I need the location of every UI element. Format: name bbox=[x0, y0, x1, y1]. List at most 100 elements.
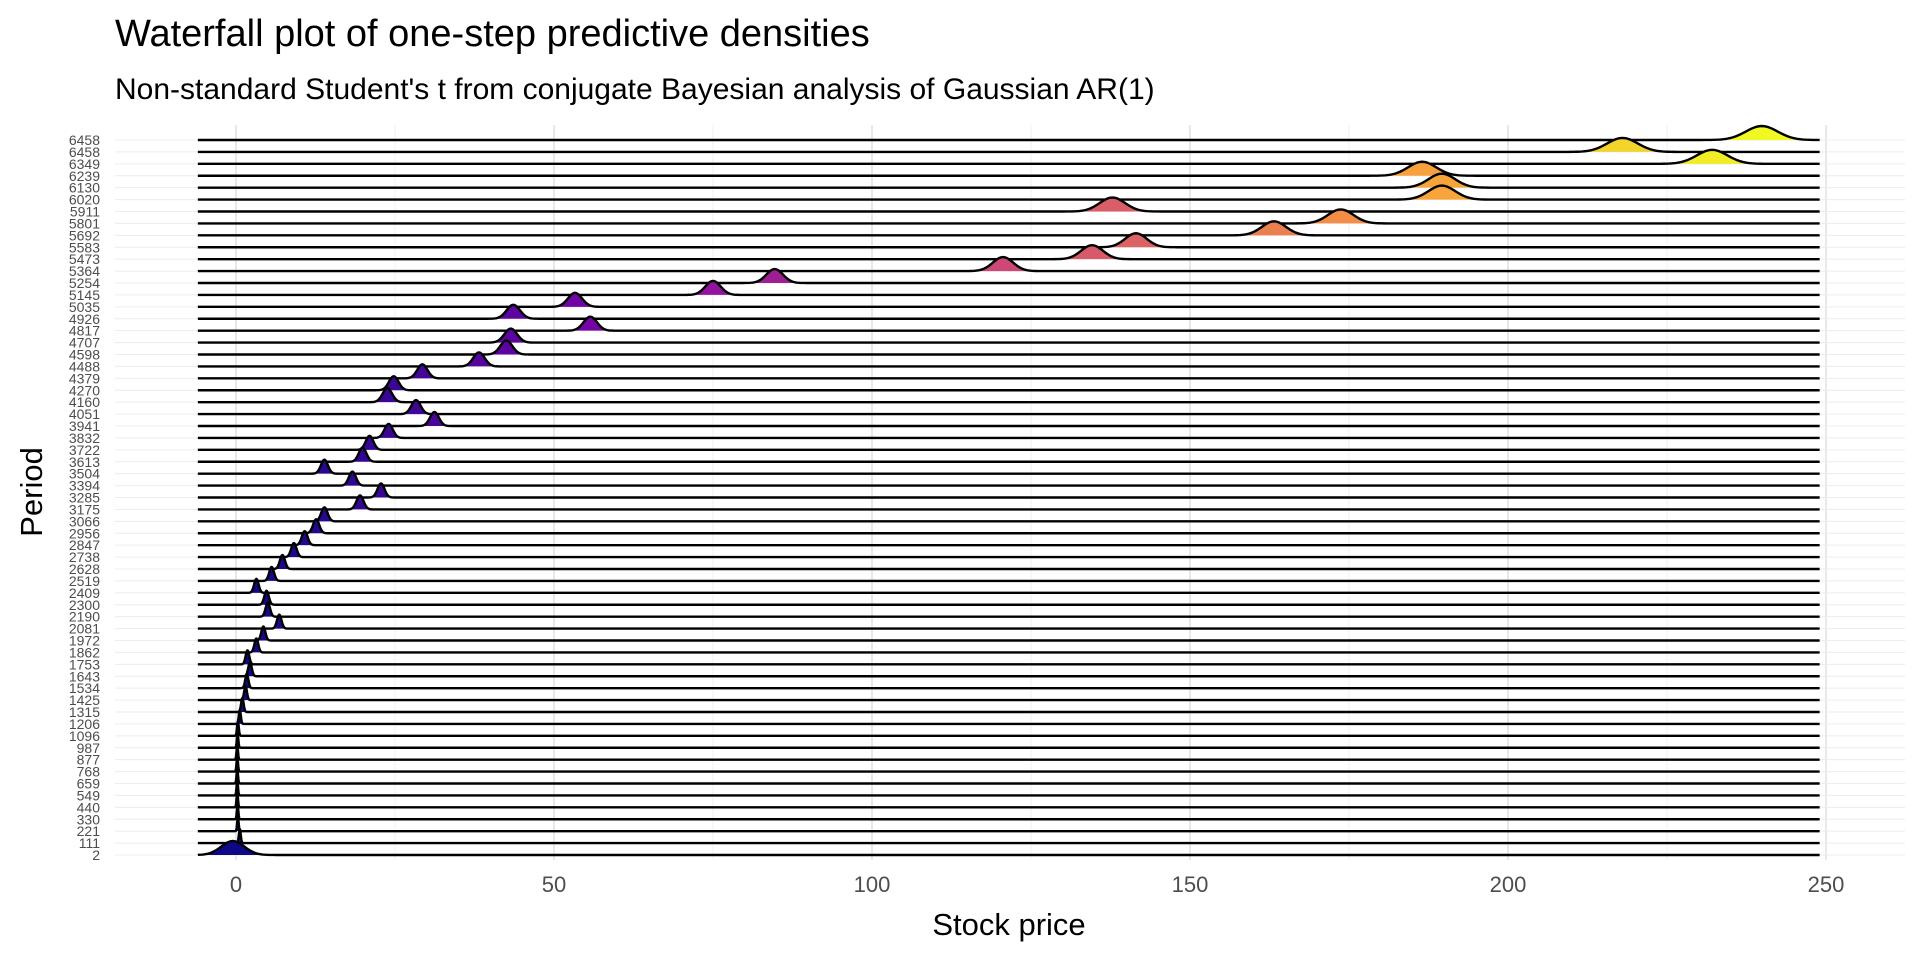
x-tick-label: 250 bbox=[1808, 872, 1845, 897]
ridge-fill-2081 bbox=[265, 614, 293, 629]
y-tick-label: 1643 bbox=[69, 668, 100, 684]
ridge-fill-5692 bbox=[1201, 221, 1347, 236]
ridge-line-5911 bbox=[197, 196, 1820, 213]
y-tick-label: 3941 bbox=[69, 418, 100, 434]
ridge-line-4707 bbox=[197, 327, 1820, 344]
ridge-fill-5145 bbox=[667, 280, 759, 295]
y-tick-label: 4270 bbox=[69, 382, 100, 398]
ridge-fill-6458 bbox=[1530, 137, 1715, 152]
ridge-line-2519 bbox=[197, 565, 1820, 583]
y-tick-label: 3285 bbox=[69, 490, 100, 506]
y-tick-label: 440 bbox=[77, 799, 101, 815]
ridge-line-3613 bbox=[197, 446, 1820, 463]
ridge-line-3394 bbox=[197, 470, 1820, 487]
ridge-fill-6130 bbox=[1361, 173, 1522, 188]
y-tick-label: 5801 bbox=[69, 215, 100, 231]
y-tick-label: 4598 bbox=[69, 347, 100, 363]
y-tick-label: 2081 bbox=[69, 621, 100, 637]
ridge-fill-2 bbox=[197, 841, 302, 855]
ridge-fill-4379 bbox=[391, 364, 453, 379]
ridge-fill-3832 bbox=[363, 423, 414, 438]
ridge-line-330 bbox=[197, 804, 1820, 821]
y-tick-label: 2519 bbox=[69, 573, 100, 589]
ridge-fill-6239 bbox=[1338, 161, 1507, 176]
ridge-line-1643 bbox=[197, 661, 1820, 678]
ridge-line-4160 bbox=[197, 386, 1820, 404]
y-axis-title: Period bbox=[14, 447, 49, 537]
y-tick-label: 1206 bbox=[69, 716, 100, 732]
ridge-line-3504 bbox=[197, 458, 1820, 475]
y-tick-label: 1862 bbox=[69, 644, 100, 660]
ridge-line-6458 bbox=[197, 124, 1821, 142]
y-tick-label: 4051 bbox=[69, 406, 100, 422]
ridge-fill-3394 bbox=[331, 471, 374, 486]
ridge-line-2 bbox=[197, 839, 1820, 857]
y-tick-label: 4817 bbox=[69, 323, 100, 339]
ridge-line-3175 bbox=[197, 494, 1820, 511]
y-tick-label: 6020 bbox=[69, 192, 100, 208]
ridge-line-1753 bbox=[197, 649, 1820, 666]
ridge-line-1315 bbox=[197, 696, 1820, 714]
y-tick-label: 1753 bbox=[69, 656, 100, 672]
y-tick-label: 3175 bbox=[69, 501, 100, 517]
ridge-line-659 bbox=[197, 768, 1820, 785]
y-tick-label: 3722 bbox=[69, 442, 100, 458]
ridge-line-1096 bbox=[197, 720, 1820, 738]
x-tick-label: 100 bbox=[854, 872, 891, 897]
ridge-fill-4051 bbox=[388, 400, 444, 415]
y-tick-label: 987 bbox=[77, 740, 101, 756]
ridge-line-2300 bbox=[197, 589, 1820, 606]
y-tick-label: 6239 bbox=[69, 168, 100, 184]
y-tick-label: 221 bbox=[77, 823, 101, 839]
ridge-line-5364 bbox=[197, 255, 1820, 273]
ridge-fill-4707 bbox=[472, 328, 549, 343]
y-tick-label: 5254 bbox=[69, 275, 100, 291]
y-tick-label: 6130 bbox=[69, 180, 100, 196]
ridge-fill-1862 bbox=[244, 638, 268, 653]
y-tick-label: 5692 bbox=[69, 227, 100, 243]
ridge-fill-3285 bbox=[360, 483, 402, 498]
y-tick-label: 2628 bbox=[69, 561, 100, 577]
ridge-fill-4160 bbox=[358, 388, 416, 403]
ridge-fill-5801 bbox=[1264, 209, 1418, 224]
ridge-fill-5364 bbox=[941, 257, 1065, 272]
ridge-line-3941 bbox=[197, 410, 1820, 428]
ridge-fill-2190 bbox=[254, 602, 282, 617]
y-tick-label: 2 bbox=[92, 847, 100, 863]
y-tick-label: 5364 bbox=[69, 263, 100, 279]
y-tick-label: 2300 bbox=[69, 597, 100, 613]
ridge-fill-5035 bbox=[533, 292, 617, 307]
y-tick-label: 4926 bbox=[69, 311, 100, 327]
ridge-line-4817 bbox=[197, 315, 1820, 332]
y-tick-label: 6349 bbox=[69, 156, 100, 172]
x-axis-tick-labels: 0 50 100 150 200 250 bbox=[230, 872, 1844, 897]
y-tick-label: 4160 bbox=[69, 394, 100, 410]
ridge-fill-2519 bbox=[257, 566, 287, 581]
ridge-fill-4926 bbox=[473, 304, 554, 319]
y-tick-label: 5035 bbox=[69, 299, 100, 315]
ridge-line-4270 bbox=[197, 375, 1820, 392]
x-tick-label: 50 bbox=[542, 872, 566, 897]
y-tick-label: 3504 bbox=[69, 466, 100, 482]
y-tick-label: 4488 bbox=[69, 358, 100, 374]
ridge-fill-3722 bbox=[346, 435, 393, 450]
ridge-line-3722 bbox=[197, 434, 1820, 452]
y-tick-label: 877 bbox=[77, 752, 101, 768]
x-tick-label: 0 bbox=[230, 872, 242, 897]
y-tick-label: 2847 bbox=[69, 537, 100, 553]
x-axis-title: Stock price bbox=[932, 907, 1085, 942]
ridge-line-6239 bbox=[197, 160, 1820, 177]
ridge-fill-4817 bbox=[550, 316, 631, 331]
y-tick-label: 1315 bbox=[69, 704, 100, 720]
chart-title: Waterfall plot of one-step predictive de… bbox=[115, 13, 870, 55]
y-tick-label: 5911 bbox=[70, 204, 100, 220]
ridge-fill-2300 bbox=[253, 590, 280, 605]
ridge-line-1534 bbox=[197, 672, 1820, 690]
ridge-line-3285 bbox=[197, 482, 1820, 499]
ridge-fill-3941 bbox=[407, 412, 462, 426]
ridge-line-6458 bbox=[197, 136, 1820, 154]
ridge-line-2081 bbox=[197, 613, 1820, 630]
ridge-line-4488 bbox=[197, 351, 1820, 368]
ridge-line-3066 bbox=[197, 506, 1820, 523]
